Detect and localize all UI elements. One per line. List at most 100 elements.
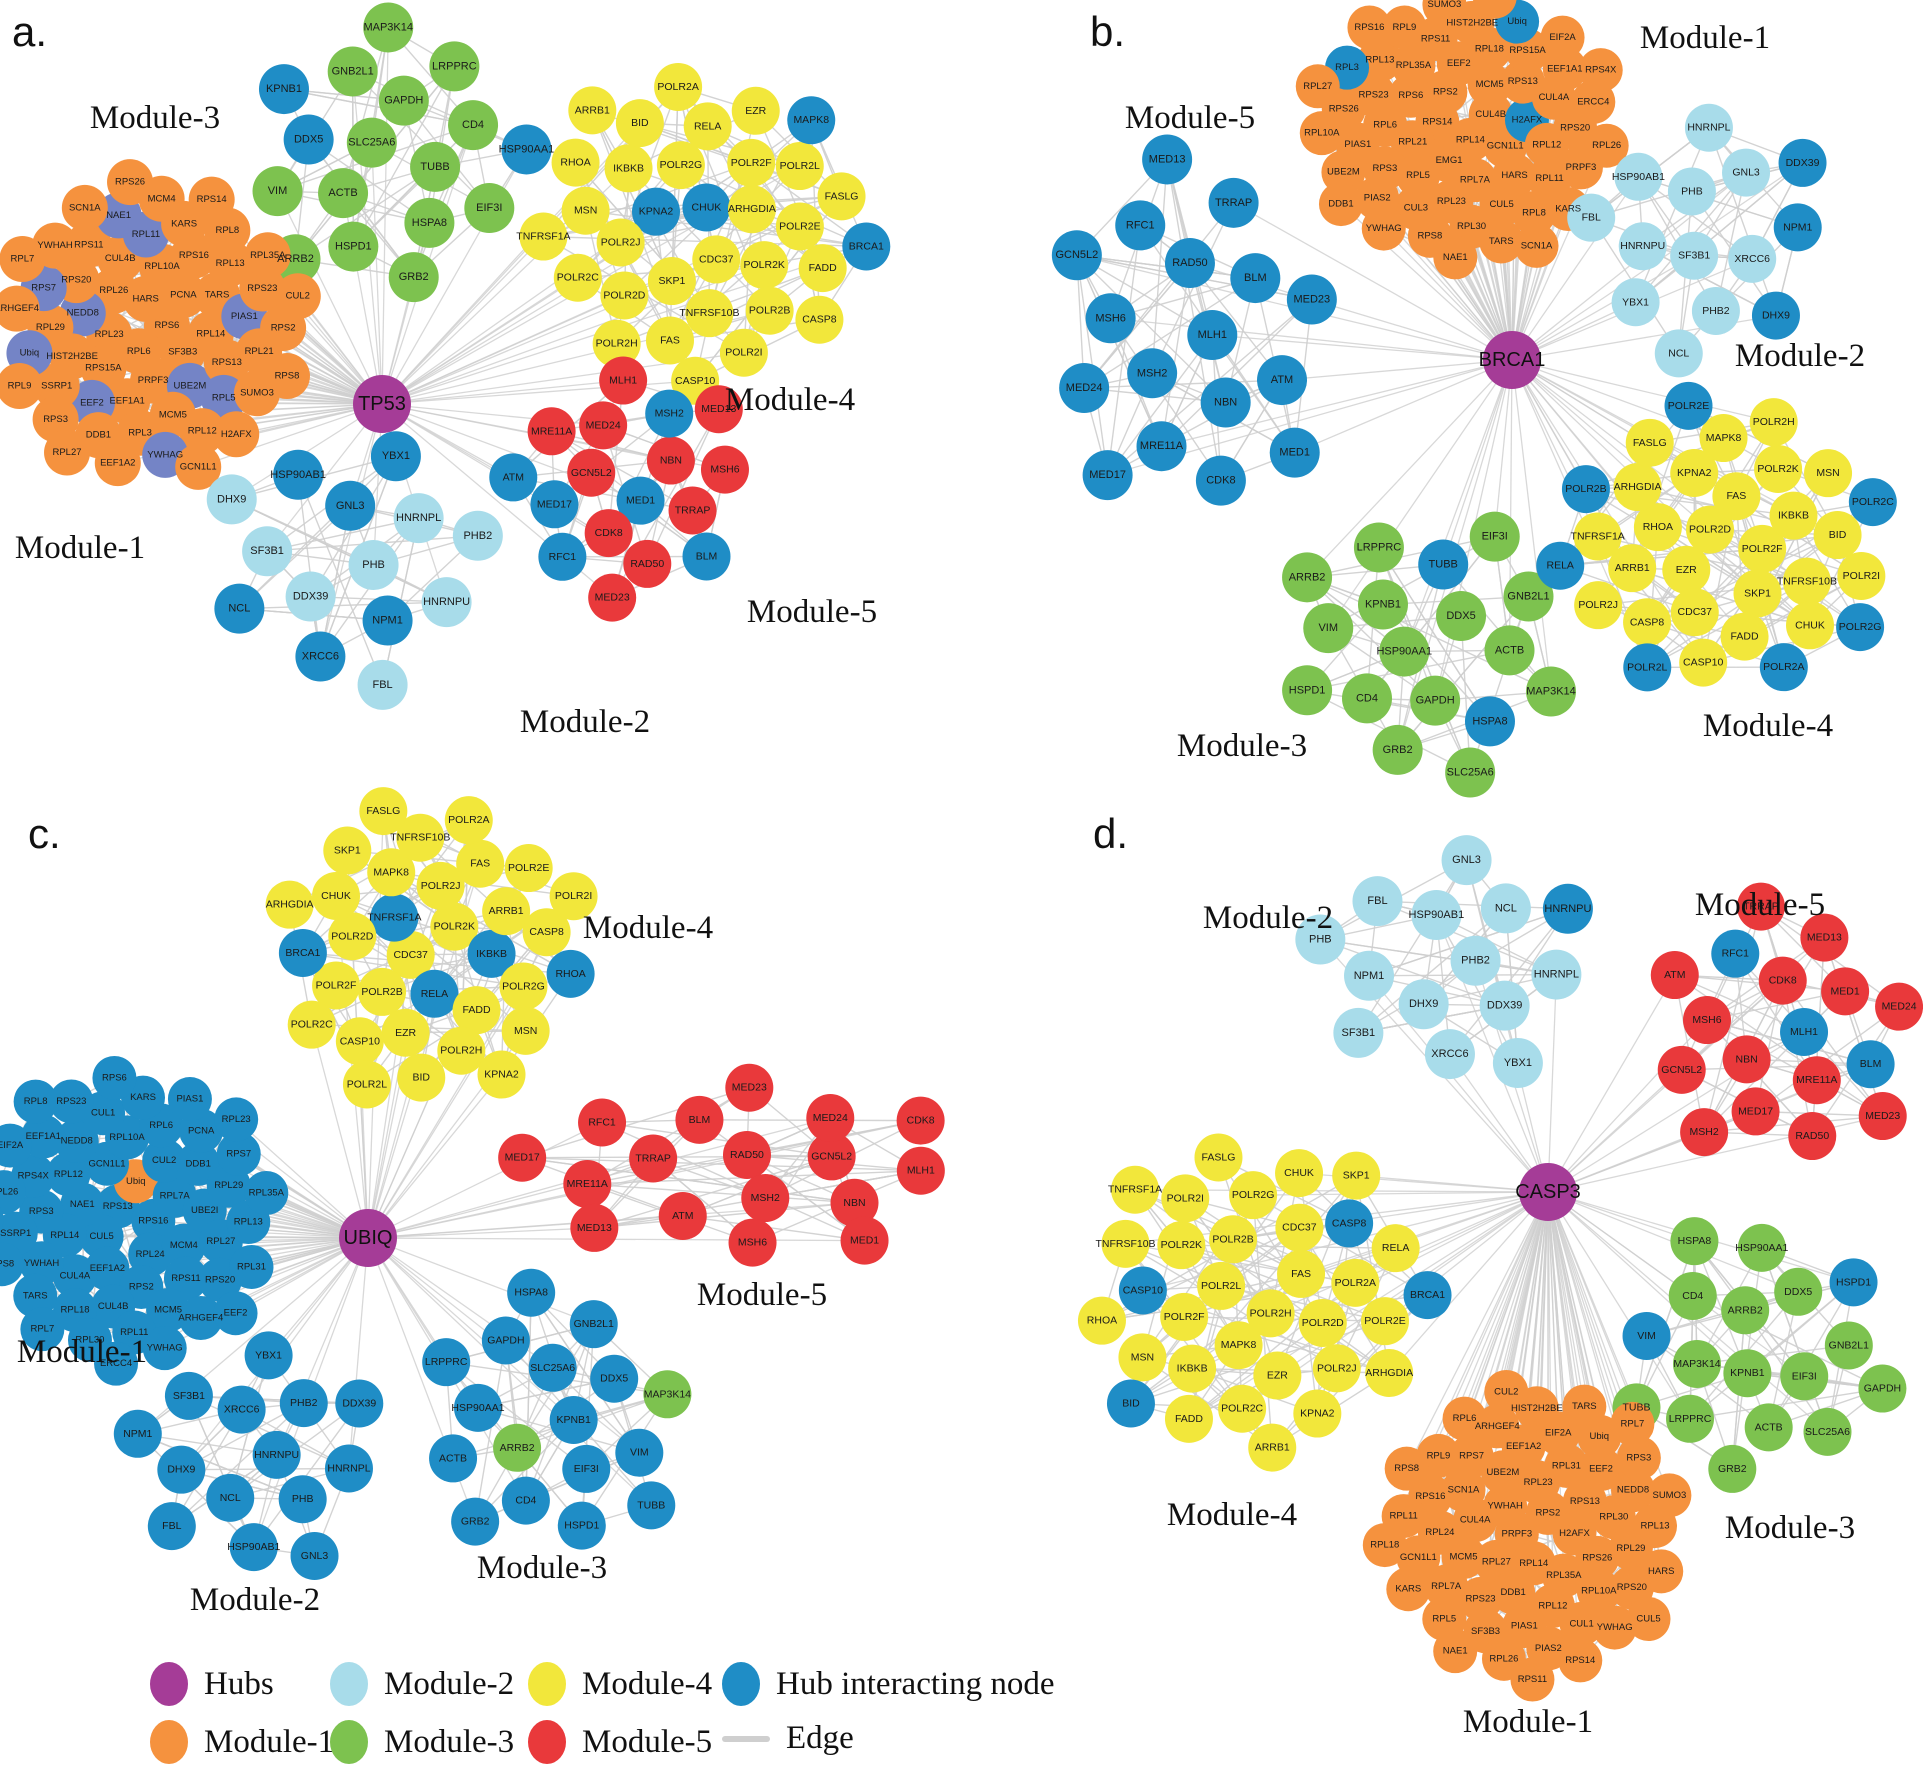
node-CUL2[interactable]	[274, 273, 321, 320]
node-RPL12[interactable]	[46, 1152, 91, 1197]
node-CDC37[interactable]	[386, 930, 435, 979]
node-KPNA2[interactable]	[477, 1050, 526, 1099]
node-HSPD1[interactable]	[328, 221, 379, 272]
node-VIM[interactable]	[615, 1428, 664, 1477]
node-RHOA[interactable]	[1077, 1296, 1126, 1345]
node-POLR2L[interactable]	[342, 1060, 391, 1109]
node-MED23[interactable]	[725, 1063, 774, 1112]
node-CASP8[interactable]	[1325, 1199, 1374, 1248]
node-NCL[interactable]	[214, 583, 265, 634]
node-RELA[interactable]	[1371, 1224, 1420, 1273]
node-HNRNPL[interactable]	[324, 1444, 373, 1493]
node-HNRNPL[interactable]	[1531, 949, 1582, 1000]
node-IKBKB[interactable]	[1769, 491, 1818, 540]
node-EIF3I[interactable]	[1780, 1352, 1829, 1401]
node-POLR2G[interactable]	[1836, 603, 1885, 652]
node-PHB2[interactable]	[1450, 935, 1501, 986]
node-CASP10[interactable]	[1679, 638, 1728, 687]
node-MED17[interactable]	[530, 480, 579, 529]
node-NPM1[interactable]	[1773, 203, 1822, 252]
node-MSH6[interactable]	[1085, 293, 1136, 344]
node-RPL27[interactable]	[1295, 64, 1340, 109]
node-LRPPRC[interactable]	[1353, 522, 1404, 573]
node-DDX5[interactable]	[1774, 1267, 1823, 1316]
node-TRRAP[interactable]	[1736, 882, 1785, 931]
node-TUBB[interactable]	[1418, 539, 1469, 590]
node-POLR2J[interactable]	[1574, 581, 1623, 630]
node-NCL[interactable]	[206, 1473, 255, 1522]
node-NPM1[interactable]	[113, 1409, 162, 1458]
node-RPS14[interactable]	[188, 176, 235, 223]
node-LRPPRC[interactable]	[429, 41, 480, 92]
node-YWHAG[interactable]	[142, 1326, 187, 1371]
node-DDX5[interactable]	[283, 114, 334, 165]
node-HSPD1[interactable]	[1282, 665, 1333, 716]
node-BID[interactable]	[1106, 1379, 1155, 1428]
node-TARS[interactable]	[13, 1273, 58, 1318]
node-ARRB2[interactable]	[493, 1423, 542, 1472]
node-TUBB[interactable]	[410, 141, 461, 192]
node-POLR2C[interactable]	[1218, 1384, 1267, 1433]
node-YBX1[interactable]	[1611, 278, 1660, 327]
node-ARHGEF4[interactable]	[178, 1296, 223, 1341]
node-RPL27[interactable]	[44, 429, 91, 476]
node-RPS8[interactable]	[1384, 1446, 1429, 1491]
node-RPL12[interactable]	[179, 408, 226, 455]
hub-node-TP53[interactable]	[353, 375, 411, 433]
node-TNFRSF1A[interactable]	[1573, 512, 1622, 561]
node-CASP10[interactable]	[335, 1017, 384, 1066]
node-GCN5L2[interactable]	[1051, 230, 1102, 281]
node-IKBKB[interactable]	[1168, 1344, 1217, 1393]
node-POLR2H[interactable]	[1749, 398, 1798, 447]
node-FADD[interactable]	[798, 244, 847, 293]
node-BLM[interactable]	[675, 1095, 724, 1144]
node-HARS[interactable]	[1639, 1549, 1684, 1594]
node-CUL2[interactable]	[142, 1138, 187, 1183]
node-POLR2A[interactable]	[444, 796, 493, 845]
node-CASP10[interactable]	[1118, 1266, 1167, 1315]
node-CD4[interactable]	[1341, 673, 1392, 724]
node-GNL3[interactable]	[325, 480, 376, 531]
node-MSH6[interactable]	[728, 1218, 777, 1267]
node-PHB[interactable]	[278, 1475, 327, 1524]
node-RPL10A[interactable]	[1299, 111, 1344, 156]
node-ARRB1[interactable]	[1248, 1423, 1297, 1472]
node-NBN[interactable]	[1722, 1035, 1771, 1084]
node-POLR2F[interactable]	[1160, 1292, 1209, 1341]
node-POLR2E[interactable]	[1361, 1297, 1410, 1346]
node-POLR2K[interactable]	[430, 902, 479, 951]
node-RPS23[interactable]	[49, 1079, 94, 1124]
node-BID[interactable]	[397, 1053, 446, 1102]
node-HSP90AA1[interactable]	[1737, 1223, 1786, 1272]
node-GNL3[interactable]	[290, 1531, 339, 1580]
node-ARHGDIA[interactable]	[727, 185, 776, 234]
node-POLR2F[interactable]	[312, 961, 361, 1010]
node-POLR2I[interactable]	[549, 872, 598, 921]
node-HSP90AB1[interactable]	[229, 1523, 278, 1572]
node-RPL9[interactable]	[1382, 5, 1427, 50]
node-NCL[interactable]	[1480, 883, 1531, 934]
node-SUMO3[interactable]	[1647, 1473, 1692, 1518]
node-MAP3K14[interactable]	[1526, 666, 1577, 717]
node-RPS8[interactable]	[263, 352, 310, 399]
node-RPL8[interactable]	[1511, 191, 1556, 236]
node-EZR[interactable]	[1662, 545, 1711, 594]
node-SF3B1[interactable]	[1670, 231, 1719, 280]
node-NCL[interactable]	[1654, 329, 1703, 378]
node-GAPDH[interactable]	[481, 1316, 530, 1365]
node-GAPDH[interactable]	[1858, 1364, 1907, 1413]
node-NBN[interactable]	[830, 1178, 879, 1227]
node-HSP90AA1[interactable]	[453, 1383, 502, 1432]
node-ARHGEF4[interactable]	[0, 285, 40, 332]
node-CD4[interactable]	[448, 100, 499, 151]
node-FBL[interactable]	[147, 1502, 196, 1551]
node-EEF1A1[interactable]	[21, 1114, 66, 1159]
node-NAE1[interactable]	[1433, 1629, 1478, 1674]
node-RPS7[interactable]	[1449, 1433, 1494, 1478]
node-POLR2C[interactable]	[553, 253, 602, 302]
node-ATM[interactable]	[489, 453, 538, 502]
node-MED17[interactable]	[498, 1133, 547, 1182]
node-XRCC6[interactable]	[295, 631, 346, 682]
node-MLH1[interactable]	[1780, 1008, 1829, 1056]
node-POLR2A[interactable]	[654, 62, 703, 111]
